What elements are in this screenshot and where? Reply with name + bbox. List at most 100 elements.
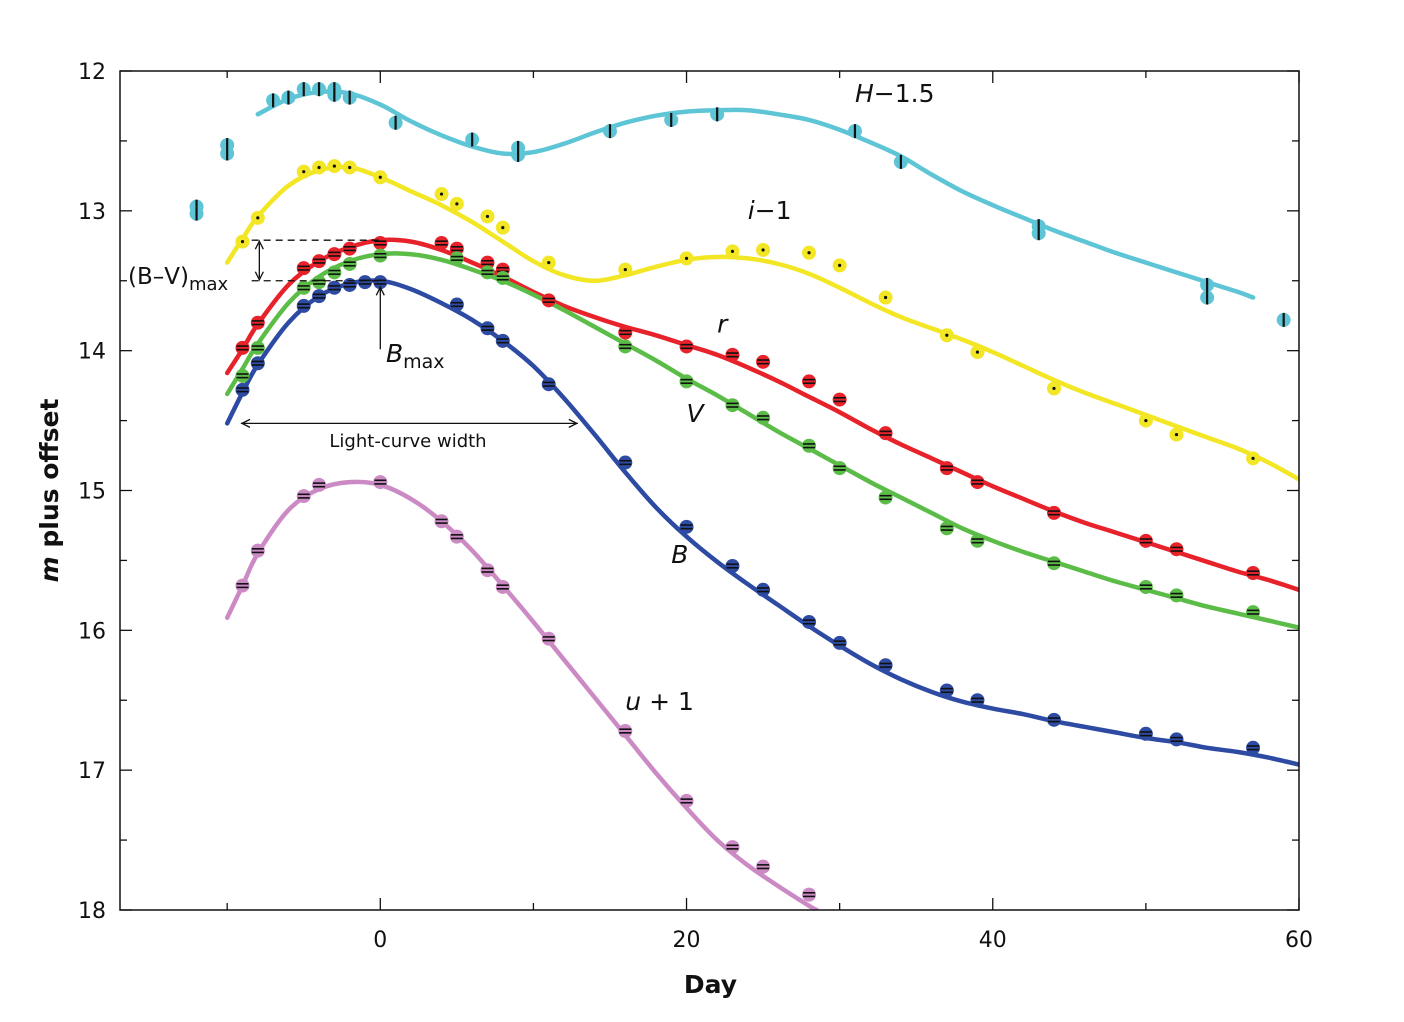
point-marker	[939, 461, 954, 476]
data-point-i1	[832, 258, 847, 273]
data-point-h15	[281, 90, 296, 105]
y-tick-label: 14	[78, 340, 106, 365]
error-bar	[883, 295, 888, 300]
point-marker	[250, 315, 265, 330]
data-point-r	[939, 461, 954, 476]
y-tick-label: 13	[78, 200, 106, 225]
data-point-i1	[235, 234, 250, 249]
curve-label-rest: + 1	[641, 687, 694, 716]
point-marker	[1047, 712, 1062, 727]
point-marker	[1246, 740, 1261, 755]
point-marker	[1138, 726, 1153, 741]
data-point-h15	[220, 146, 235, 161]
data-point-b	[832, 635, 847, 650]
error-bar	[623, 267, 627, 272]
data-point-i1	[312, 160, 327, 175]
error-bar	[807, 251, 811, 255]
b-max-arrow-head	[375, 285, 385, 296]
data-point-b	[480, 321, 495, 336]
data-point-r	[756, 354, 771, 369]
curve-labels: H−1.5 i−1 r V Bu + 1	[625, 79, 934, 716]
data-point-b	[725, 559, 740, 574]
data-point-i1	[756, 242, 771, 257]
data-point-b	[1138, 726, 1153, 741]
point-marker	[312, 275, 327, 290]
point-marker	[1169, 732, 1184, 747]
data-point-i1	[541, 255, 556, 270]
data-point-r	[878, 426, 893, 441]
data-point-i1	[373, 170, 388, 185]
point-marker	[802, 887, 817, 902]
point-marker	[541, 377, 556, 392]
curve-label-main: V	[687, 399, 706, 428]
data-point-h15	[893, 154, 908, 169]
error-bar	[1174, 432, 1179, 437]
x-tick-label: 0	[373, 928, 387, 953]
data-point-r	[434, 235, 449, 250]
width-label: Light-curve width	[329, 431, 486, 452]
data-point-b	[250, 356, 265, 371]
data-point-b	[312, 289, 327, 304]
data-point-i1	[802, 245, 817, 260]
data-point-v	[327, 265, 342, 280]
point-marker	[618, 724, 633, 739]
point-marker	[725, 840, 740, 855]
data-point-r	[449, 241, 464, 256]
data-point-b	[679, 519, 694, 534]
data-point-b	[1246, 740, 1261, 755]
data-point-b	[327, 280, 342, 295]
data-point-i1	[434, 187, 449, 202]
data-point-h15	[296, 82, 311, 97]
point-marker	[480, 321, 495, 336]
data-point-b	[296, 298, 311, 313]
plot-frame	[119, 70, 1300, 911]
data-point-v	[296, 280, 311, 295]
x-tick-label: 20	[673, 928, 701, 953]
y-tick-label: 17	[78, 759, 106, 784]
curve-label-u1: u + 1	[625, 687, 694, 716]
point-marker	[250, 356, 265, 371]
error-bar	[348, 165, 352, 170]
point-marker	[802, 614, 817, 629]
point-marker	[802, 374, 817, 389]
data-point-r	[725, 347, 740, 362]
data-point-v	[1246, 605, 1261, 620]
point-marker	[342, 241, 357, 256]
point-marker	[312, 289, 327, 304]
point-marker	[327, 247, 342, 262]
y-tick-label: 15	[78, 480, 106, 505]
error-bar	[302, 170, 306, 174]
data-point-v	[725, 398, 740, 413]
point-marker	[970, 533, 985, 548]
data-point-r	[541, 293, 556, 308]
data-point-i1	[296, 164, 311, 179]
data-point-r	[373, 235, 388, 250]
error-bar	[838, 263, 842, 267]
curve-label-main: H	[855, 79, 874, 108]
point-marker	[1246, 566, 1261, 581]
x-axis-title: Day	[684, 970, 737, 999]
point-marker	[756, 410, 771, 425]
data-point-v	[373, 248, 388, 263]
b-max-label-main: B	[386, 339, 403, 368]
bv-max-label-sub: max	[189, 274, 229, 295]
point-marker	[373, 248, 388, 263]
point-marker	[235, 340, 250, 355]
data-point-u1	[312, 477, 327, 492]
data-point-b	[970, 693, 985, 708]
data-point-b	[235, 382, 250, 397]
point-marker	[250, 543, 265, 558]
data-point-v	[495, 270, 510, 285]
data-points	[189, 82, 1291, 902]
data-point-u1	[296, 489, 311, 504]
width-arrow-head-right	[568, 418, 579, 428]
error-bar	[256, 216, 260, 220]
data-point-r	[327, 247, 342, 262]
curve-label-main: u	[625, 687, 641, 716]
point-marker	[878, 490, 893, 505]
data-point-b	[449, 297, 464, 312]
point-marker	[342, 277, 357, 292]
data-point-h15	[388, 115, 403, 130]
point-marker	[725, 398, 740, 413]
